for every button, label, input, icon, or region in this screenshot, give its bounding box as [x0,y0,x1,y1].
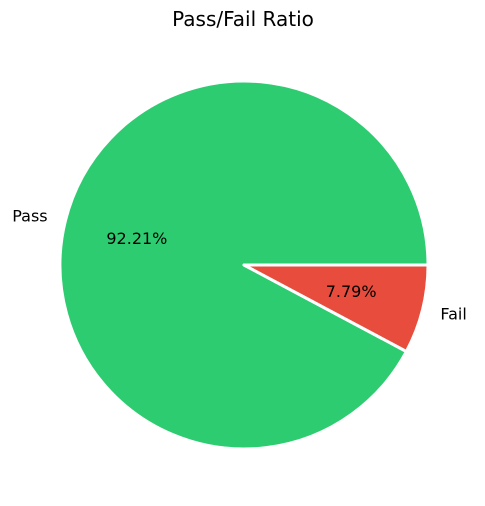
pie-slices [58,79,430,451]
percent-label-fail: 7.79% [326,282,377,301]
chart-title: Pass/Fail Ratio [172,7,314,31]
pie-labels: Pass 92.21% Fail 7.79% [12,206,467,323]
category-label-pass: Pass [12,206,47,225]
pie-slice-fail [242,263,430,354]
percent-label-pass: 92.21% [106,229,167,248]
category-label-fail: Fail [440,305,466,324]
